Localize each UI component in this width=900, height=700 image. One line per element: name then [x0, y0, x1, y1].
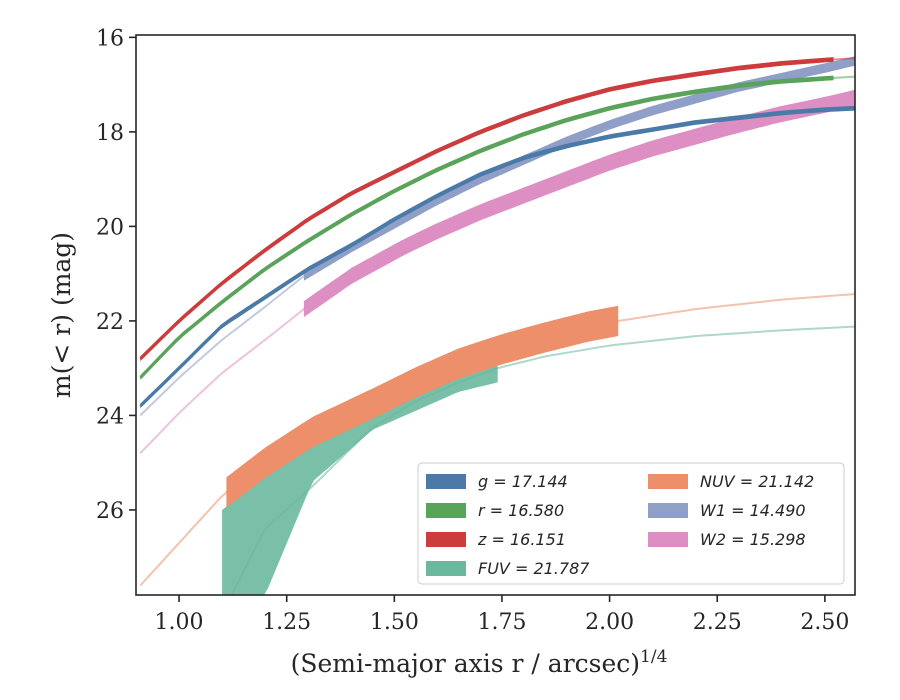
x-tick-label: 2.50 [800, 610, 849, 635]
legend-swatch [426, 532, 466, 547]
x-axis-label: (Semi-major axis r / arcsec)1/4 [291, 647, 668, 678]
series-g-band [140, 105, 855, 409]
legend-item: NUV = 21.142 [648, 472, 814, 491]
x-tick-label: 1.75 [477, 610, 526, 635]
legend-swatch [426, 503, 466, 518]
series-w2-line [303, 96, 855, 311]
legend-swatch [426, 561, 466, 576]
legend-swatch [648, 474, 688, 489]
x-tick-label: 1.00 [155, 610, 204, 635]
legend-item: r = 16.580 [426, 501, 564, 520]
series-r [139, 75, 855, 380]
y-axis-label: m(< r) (mag) [47, 232, 76, 398]
y-tick-label: 20 [96, 215, 124, 240]
x-tick-label: 1.50 [370, 610, 419, 635]
legend-item: W2 = 15.298 [648, 530, 806, 549]
legend: g = 17.144 r = 16.580 z = 16.151 FUV = 21.7… [417, 462, 845, 585]
plot-frame [135, 34, 856, 596]
series-nuv [139, 293, 855, 587]
axis-layer: 1.00 1.25 1.50 1.75 2.00 2.25 2.50 16 18 20 22 24 26 [96, 26, 849, 635]
series-z [139, 57, 855, 362]
series-nuv-band [226, 305, 619, 508]
y-tick-label: 22 [96, 310, 124, 335]
legend-label: FUV = 21.787 [478, 559, 590, 578]
legend-label: W1 = 14.490 [700, 501, 806, 520]
x-tick-label: 2.25 [693, 610, 742, 635]
y-tick-label: 18 [96, 121, 124, 146]
y-tick-label: 24 [96, 404, 124, 429]
series-layer [139, 56, 855, 595]
y-tick-label: 16 [96, 26, 124, 51]
series-r-line [139, 76, 834, 379]
series-g-line [139, 107, 855, 407]
y-tick-label: 26 [96, 499, 124, 524]
series-g [139, 105, 855, 409]
legend-label: g = 17.144 [478, 472, 568, 491]
legend-swatch [648, 532, 688, 547]
legend-item: z = 16.151 [426, 530, 566, 549]
legend-label: z = 16.151 [477, 530, 566, 549]
series-fuv [222, 325, 855, 595]
legend-item: g = 17.144 [426, 472, 568, 491]
legend-item: W1 = 14.490 [648, 501, 806, 520]
legend-label: r = 16.580 [478, 501, 564, 520]
legend-item: FUV = 21.787 [426, 559, 590, 578]
x-axis-label-exponent: 1/4 [640, 647, 667, 667]
legend-label: W2 = 15.298 [700, 530, 806, 549]
x-tick-label: 1.25 [262, 610, 311, 635]
x-axis-label-text: (Semi-major axis r / arcsec) [291, 649, 640, 678]
legend-label: NUV = 21.142 [700, 472, 814, 491]
x-tick-label: 2.00 [585, 610, 634, 635]
legend-swatch [648, 503, 688, 518]
series-nuv-line [225, 319, 619, 494]
series-fuv-band [222, 365, 498, 595]
series-z-line [139, 58, 834, 360]
legend-swatch [426, 474, 466, 489]
legend-frame [417, 462, 845, 585]
